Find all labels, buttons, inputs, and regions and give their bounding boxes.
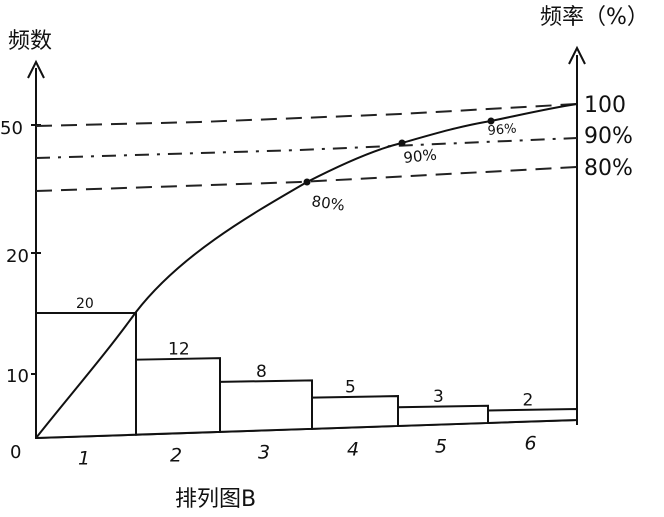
bar-value-label-3: 8 <box>256 362 267 382</box>
left-y-axis-arrow <box>27 59 45 79</box>
right-axis-title: 频率（%） <box>540 5 649 30</box>
right-tick-label-100: 100 <box>584 93 626 118</box>
cumulative-point-label-3: 96% <box>487 122 517 139</box>
left-tick-label-20: 20 <box>6 246 29 267</box>
cumulative-point-2 <box>398 139 406 147</box>
left-tick-label-0: 0 <box>10 442 21 463</box>
left-tick-label-50: 50 <box>0 118 23 139</box>
chart-title: 排列图B <box>175 487 256 512</box>
cumulative-point-label-1: 80% <box>310 192 346 214</box>
bar-3 <box>219 379 313 433</box>
bar-5 <box>397 404 489 427</box>
reference-line-80 <box>35 166 578 192</box>
right-y-axis-arrow <box>568 45 586 65</box>
bar-value-label-2: 12 <box>168 340 190 360</box>
reference-line-100 <box>35 103 578 127</box>
bar-6 <box>487 407 578 424</box>
x-tick-label-3: 3 <box>258 441 270 463</box>
cumulative-point-3 <box>487 117 495 125</box>
x-tick-label-6: 6 <box>525 432 537 454</box>
right-tick-label-90: 90% <box>584 124 633 149</box>
bar-value-label-5: 3 <box>433 387 444 407</box>
bar-value-label-4: 5 <box>345 378 356 398</box>
x-tick-label-5: 5 <box>435 435 447 457</box>
bar-2 <box>135 357 221 436</box>
left-axis-title: 频数 <box>8 29 52 54</box>
reference-line-90 <box>35 137 578 159</box>
bar-value-label-6: 2 <box>523 390 534 410</box>
left-tick-label-10: 10 <box>6 366 29 387</box>
cumulative-point-1 <box>303 178 311 186</box>
cumulative-point-label-2: 90% <box>403 146 438 167</box>
x-tick-label-1: 1 <box>78 447 90 469</box>
x-tick-label-4: 4 <box>347 438 359 460</box>
right-tick-label-80: 80% <box>584 156 633 181</box>
x-tick-label-2: 2 <box>170 444 182 466</box>
bar-value-label-1: 20 <box>76 296 94 312</box>
bar-4 <box>311 395 399 430</box>
